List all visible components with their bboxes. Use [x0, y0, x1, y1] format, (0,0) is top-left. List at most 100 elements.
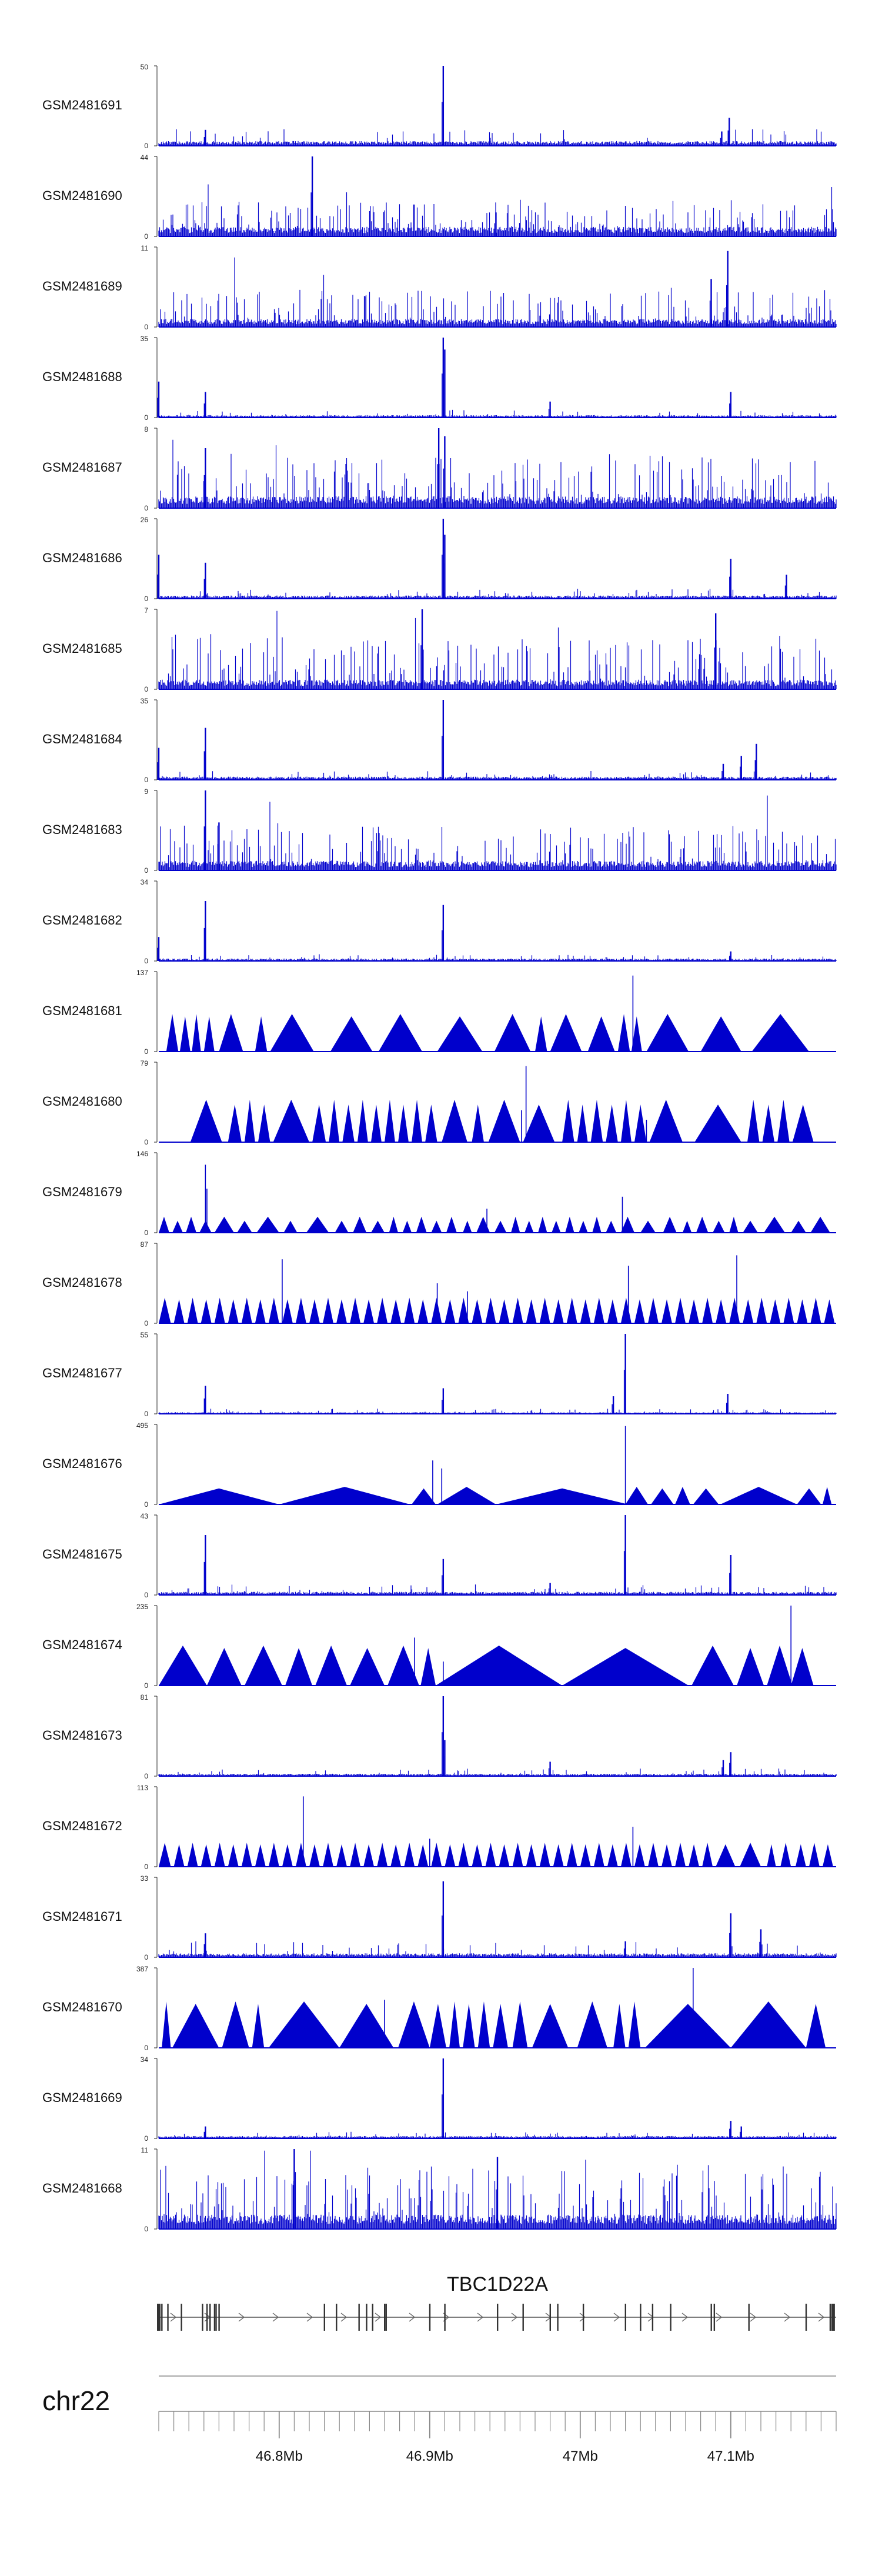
exon — [429, 2304, 431, 2331]
y-min-label: 0 — [144, 866, 148, 875]
y-max-label: 387 — [136, 1965, 148, 1973]
coverage-block — [539, 1843, 550, 1867]
exon — [336, 2304, 338, 2331]
track-GSM2481683: GSM2481683 9 0 — [42, 788, 837, 875]
coverage-block — [620, 1099, 632, 1142]
coverage-signal — [158, 257, 837, 327]
exon — [624, 2304, 626, 2331]
strand-arrow — [511, 2313, 518, 2322]
coverage-block — [662, 1299, 672, 1323]
coverage-block — [810, 1297, 821, 1323]
coverage-block — [824, 1299, 835, 1323]
coverage-block — [187, 1843, 198, 1867]
track-GSM2481675: GSM2481675 43 0 — [42, 1512, 837, 1599]
coverage-block — [797, 1488, 821, 1504]
exon — [831, 2304, 835, 2331]
coverage-block — [767, 1844, 776, 1867]
track-GSM2481680: GSM2481680 79 0 — [42, 1059, 836, 1146]
exon — [444, 2304, 446, 2331]
coverage-block — [634, 1105, 647, 1142]
coverage-block — [740, 1843, 761, 1867]
coverage-block — [335, 1220, 349, 1233]
coverage-block — [323, 1297, 333, 1323]
coverage-block — [822, 1844, 833, 1867]
track-GSM2481682: GSM2481682 34 0 — [42, 878, 837, 965]
coverage-block — [607, 1299, 618, 1323]
gene-track: TBC1D22A — [157, 2273, 836, 2331]
coverage-block — [472, 1844, 483, 1867]
track-label: GSM2481675 — [42, 1547, 122, 1561]
coverage-block — [295, 1843, 306, 1867]
coverage-block — [179, 1016, 191, 1052]
coverage-block — [689, 1299, 700, 1323]
track-label: GSM2481686 — [42, 550, 122, 565]
coverage-block — [730, 2001, 806, 2048]
coverage-block — [295, 1297, 306, 1323]
y-max-label: 11 — [141, 2146, 149, 2154]
coverage-block — [330, 1016, 373, 1052]
strand-arrow — [306, 2313, 313, 2322]
coverage-block — [476, 1216, 490, 1233]
track-GSM2481685: GSM2481685 7 0 — [42, 606, 837, 693]
strand-arrow — [375, 2313, 382, 2322]
strand-arrow — [750, 2313, 757, 2322]
coverage-block — [416, 1216, 427, 1233]
coverage-block — [640, 1220, 656, 1233]
coverage-block — [370, 1105, 382, 1142]
coverage-block — [499, 1299, 510, 1323]
coverage-block — [691, 1646, 734, 1686]
coverage-block — [693, 1488, 719, 1504]
y-max-label: 55 — [141, 1331, 149, 1339]
y-max-label: 81 — [141, 1693, 149, 1701]
exon — [167, 2304, 169, 2331]
coverage-block — [593, 1297, 604, 1323]
coverage-block — [228, 1844, 239, 1867]
track-label: GSM2481669 — [42, 2090, 122, 2105]
coverage-block — [159, 1488, 279, 1504]
coverage-block — [268, 2001, 340, 2048]
coverage-block — [764, 1216, 785, 1233]
strand-arrow — [238, 2313, 245, 2322]
exon — [385, 2304, 387, 2331]
coverage-block — [682, 1220, 692, 1233]
exon — [748, 2304, 750, 2331]
coverage-block — [437, 1016, 483, 1052]
coverage-block — [237, 1220, 252, 1233]
exon — [497, 2304, 499, 2331]
track-GSM2481684: GSM2481684 35 0 — [42, 697, 837, 784]
coverage-block — [694, 1105, 741, 1142]
coverage-block — [696, 1216, 709, 1233]
coverage-block — [404, 1297, 415, 1323]
coverage-signal — [158, 954, 837, 961]
coverage-block — [390, 1299, 402, 1323]
coverage-block — [370, 1220, 385, 1233]
coverage-block — [389, 1216, 399, 1233]
coverage-block — [437, 1487, 496, 1504]
exon — [218, 2304, 220, 2331]
coverage-block — [512, 1297, 523, 1323]
coverage-block — [255, 1299, 266, 1323]
coverage-block — [644, 2004, 731, 2048]
track-GSM2481672: GSM2481672 113 0 — [42, 1784, 836, 1871]
strand-arrow — [477, 2313, 484, 2322]
track-label: GSM2481682 — [42, 913, 122, 927]
coverage-block — [387, 1646, 419, 1686]
coverage-block — [675, 1843, 686, 1867]
y-max-label: 35 — [141, 335, 149, 343]
gene-label: TBC1D22A — [447, 2273, 548, 2295]
coverage-block — [309, 1299, 320, 1323]
coverage-block — [445, 1299, 456, 1323]
y-min-label: 0 — [144, 2134, 148, 2143]
exon — [713, 2304, 716, 2331]
y-max-label: 44 — [141, 154, 149, 162]
coverage-block — [378, 1014, 422, 1052]
coverage-block — [377, 1297, 388, 1323]
coverage-block — [241, 1843, 252, 1867]
coverage-block — [651, 1488, 674, 1504]
strand-arrow — [579, 2313, 586, 2322]
exon — [522, 2304, 524, 2331]
y-max-label: 495 — [136, 1422, 148, 1430]
coverage-block — [357, 1099, 368, 1142]
coverage-signal — [158, 610, 837, 689]
y-min-label: 0 — [144, 1681, 148, 1690]
